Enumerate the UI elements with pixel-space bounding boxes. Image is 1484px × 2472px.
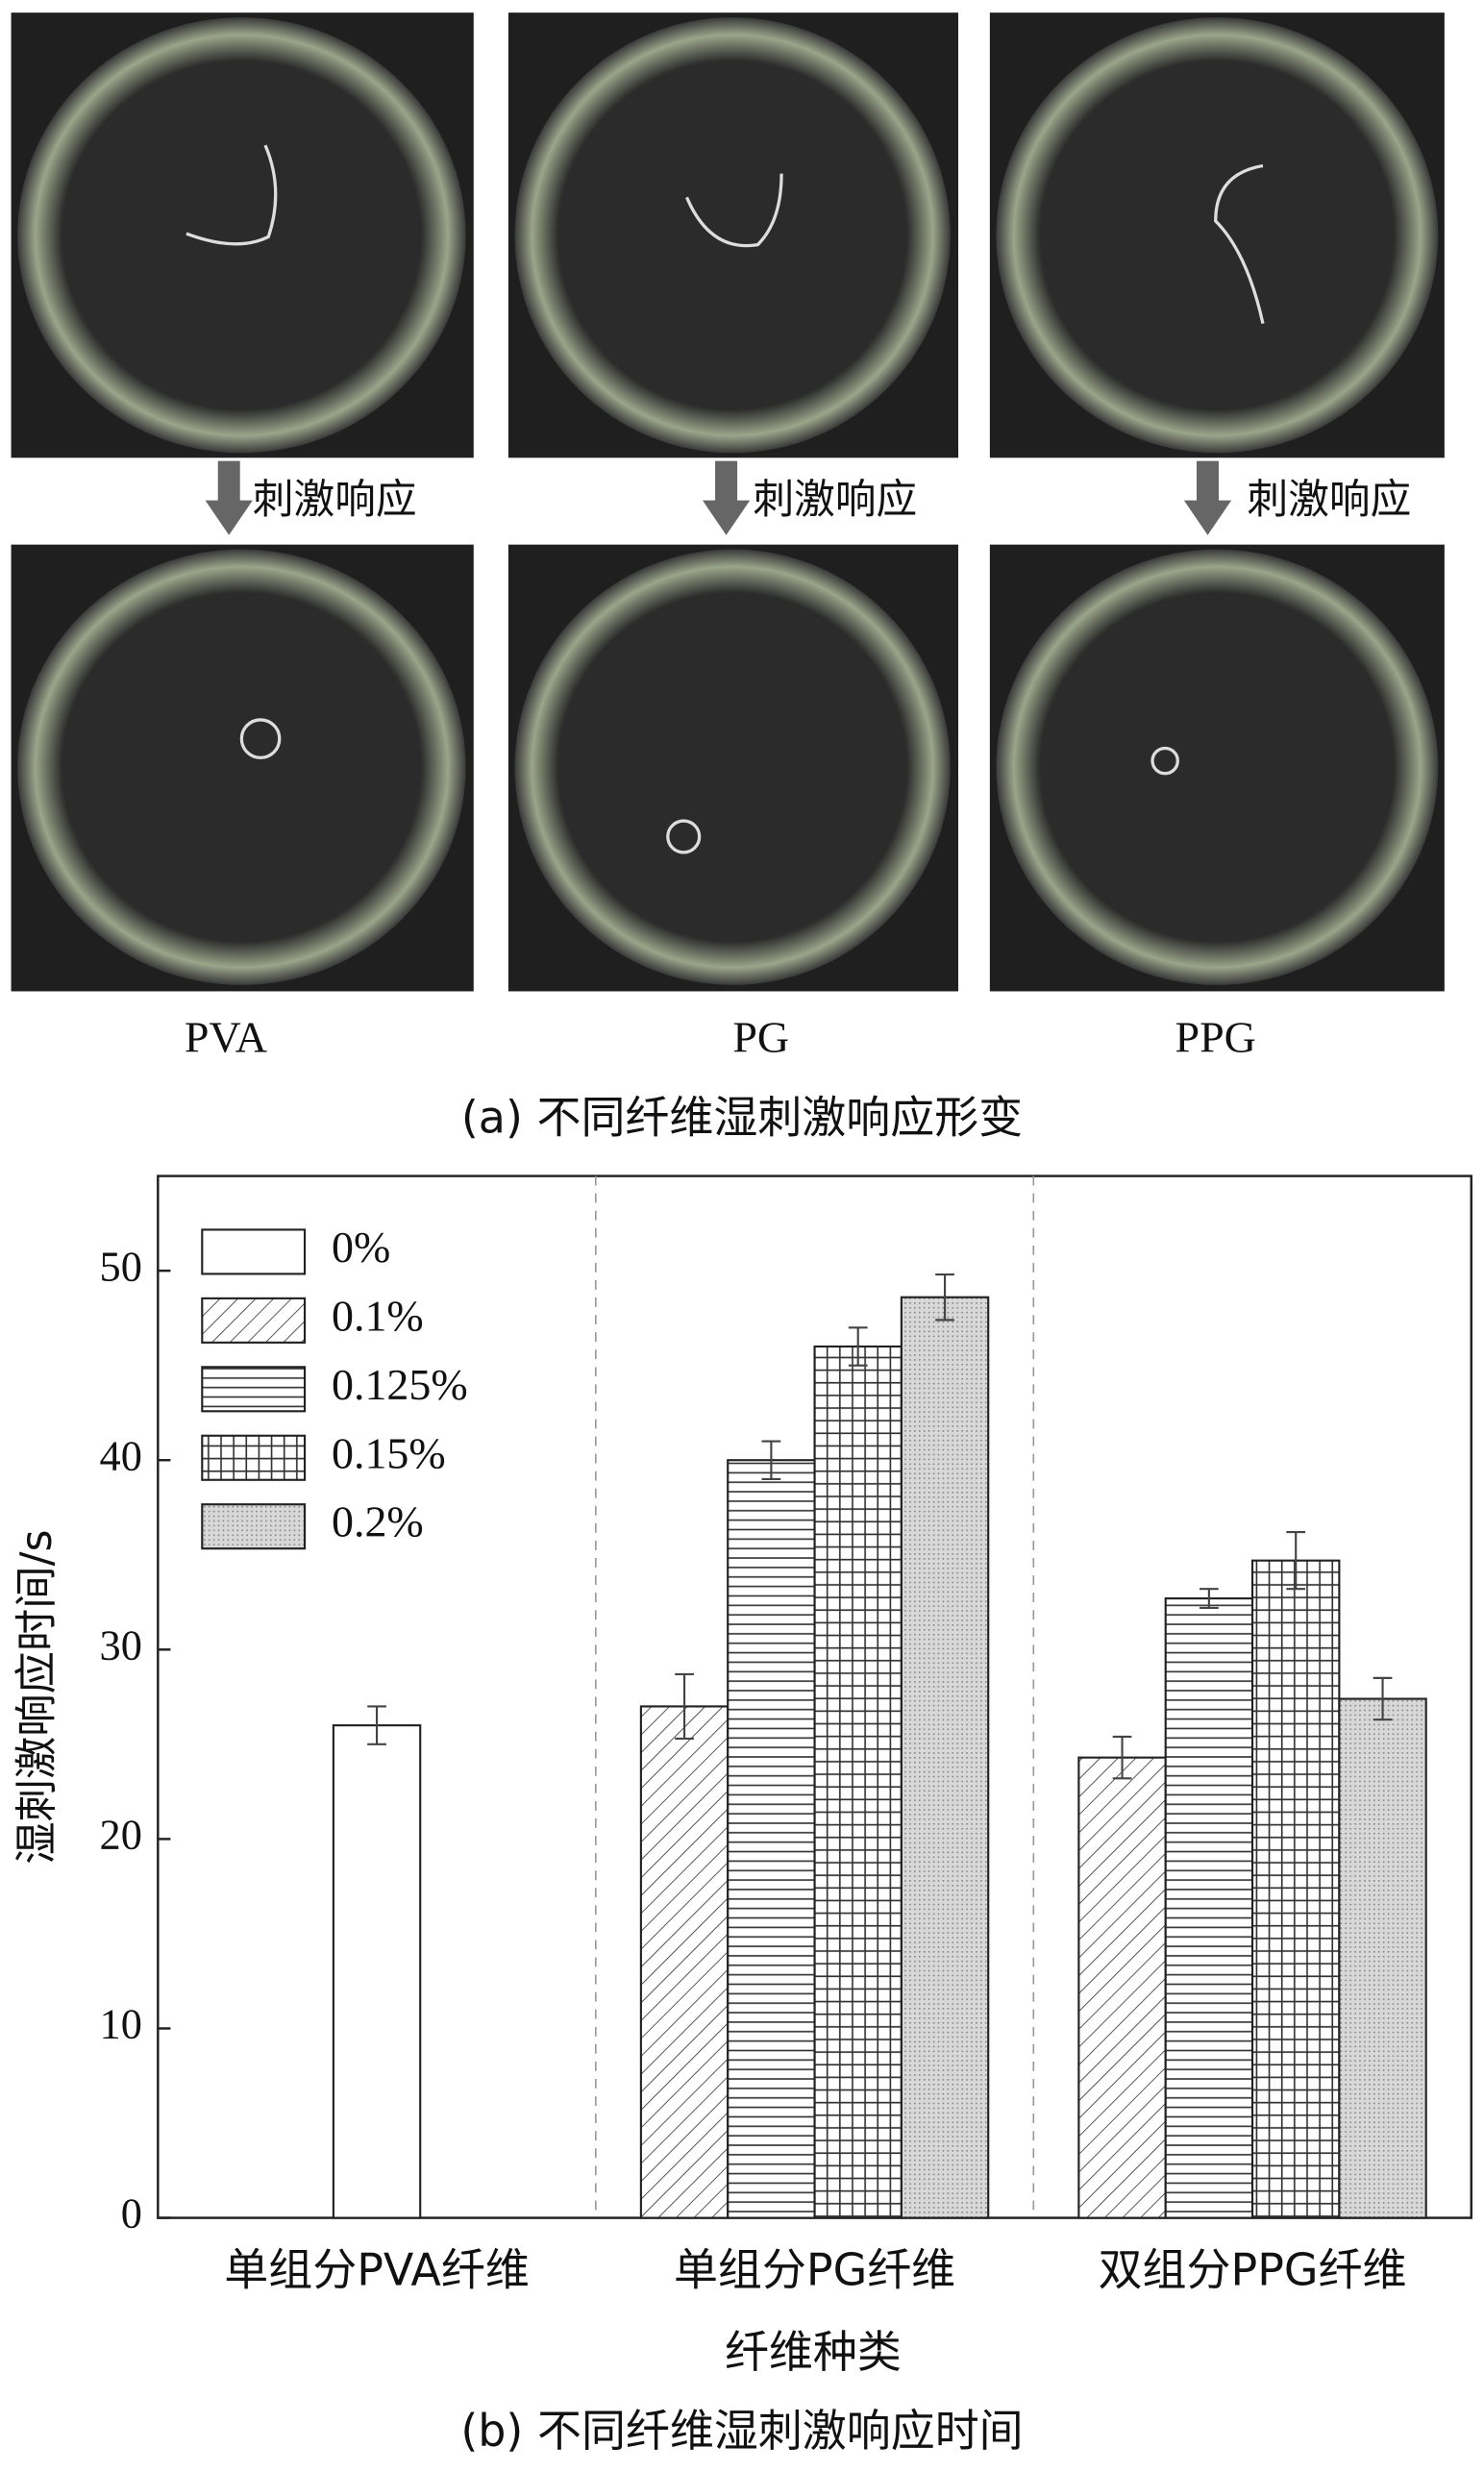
y-tick-label: 0 [121,2189,142,2237]
error-bar [1200,1588,1219,1610]
error-bar [367,1705,386,1745]
caption: (b) 不同纤维湿刺激响应时间 [460,2405,1023,2457]
legend-label: 0.125% [332,1360,468,1409]
bar [639,1705,730,2219]
bar [900,1296,990,2219]
fiber-label: PPG [1175,1013,1256,1062]
bar [813,1345,903,2219]
photos [11,12,1445,992]
bar [1164,1597,1254,2219]
bar [1250,1559,1341,2219]
legend-swatch [201,1503,307,1550]
x-tick-label: 单组分PVA纤维 [224,2244,530,2296]
legend-swatch [201,1228,307,1275]
error-bar [935,1273,954,1322]
legend-swatch [201,1366,307,1413]
y-tick-label: 30 [100,1620,142,1669]
x-axis-label: 纤维种类 [725,2326,902,2378]
bar [1077,1756,1167,2219]
stimulus-label: 刺激响应 [753,476,917,524]
error-bar [1373,1676,1393,1721]
stimulus-label: 刺激响应 [253,476,417,524]
fiber-label: PG [732,1013,789,1062]
fiber-label: PVA [185,1013,267,1062]
legend-label: 0% [332,1223,390,1272]
legend-label: 0.1% [332,1291,424,1340]
error-bar [675,1672,694,1741]
bar [332,1724,422,2219]
y-axis-label: 湿刺激响应时间/s [12,1529,62,1864]
legend-swatch [201,1297,307,1344]
error-bar [848,1326,868,1367]
x-tick-label: 双组分PPG纤维 [1099,2244,1407,2296]
legend-swatch [201,1434,307,1481]
stimulus-label: 刺激响应 [1248,476,1412,524]
bar [1338,1697,1427,2219]
error-bar [1286,1531,1306,1591]
bar [727,1459,816,2219]
legend-label: 0.2% [332,1497,424,1546]
y-tick-label: 50 [100,1242,142,1290]
y-tick-label: 40 [100,1431,142,1479]
x-tick-label: 单组分PG纤维 [674,2244,955,2296]
y-tick-label: 20 [100,1811,142,1859]
legend-label: 0.15% [332,1428,446,1477]
y-tick-label: 10 [100,2000,142,2048]
error-bar [761,1440,781,1480]
error-bar [1112,1735,1132,1780]
caption: (a) 不同纤维湿刺激响应形变 [461,1092,1023,1144]
